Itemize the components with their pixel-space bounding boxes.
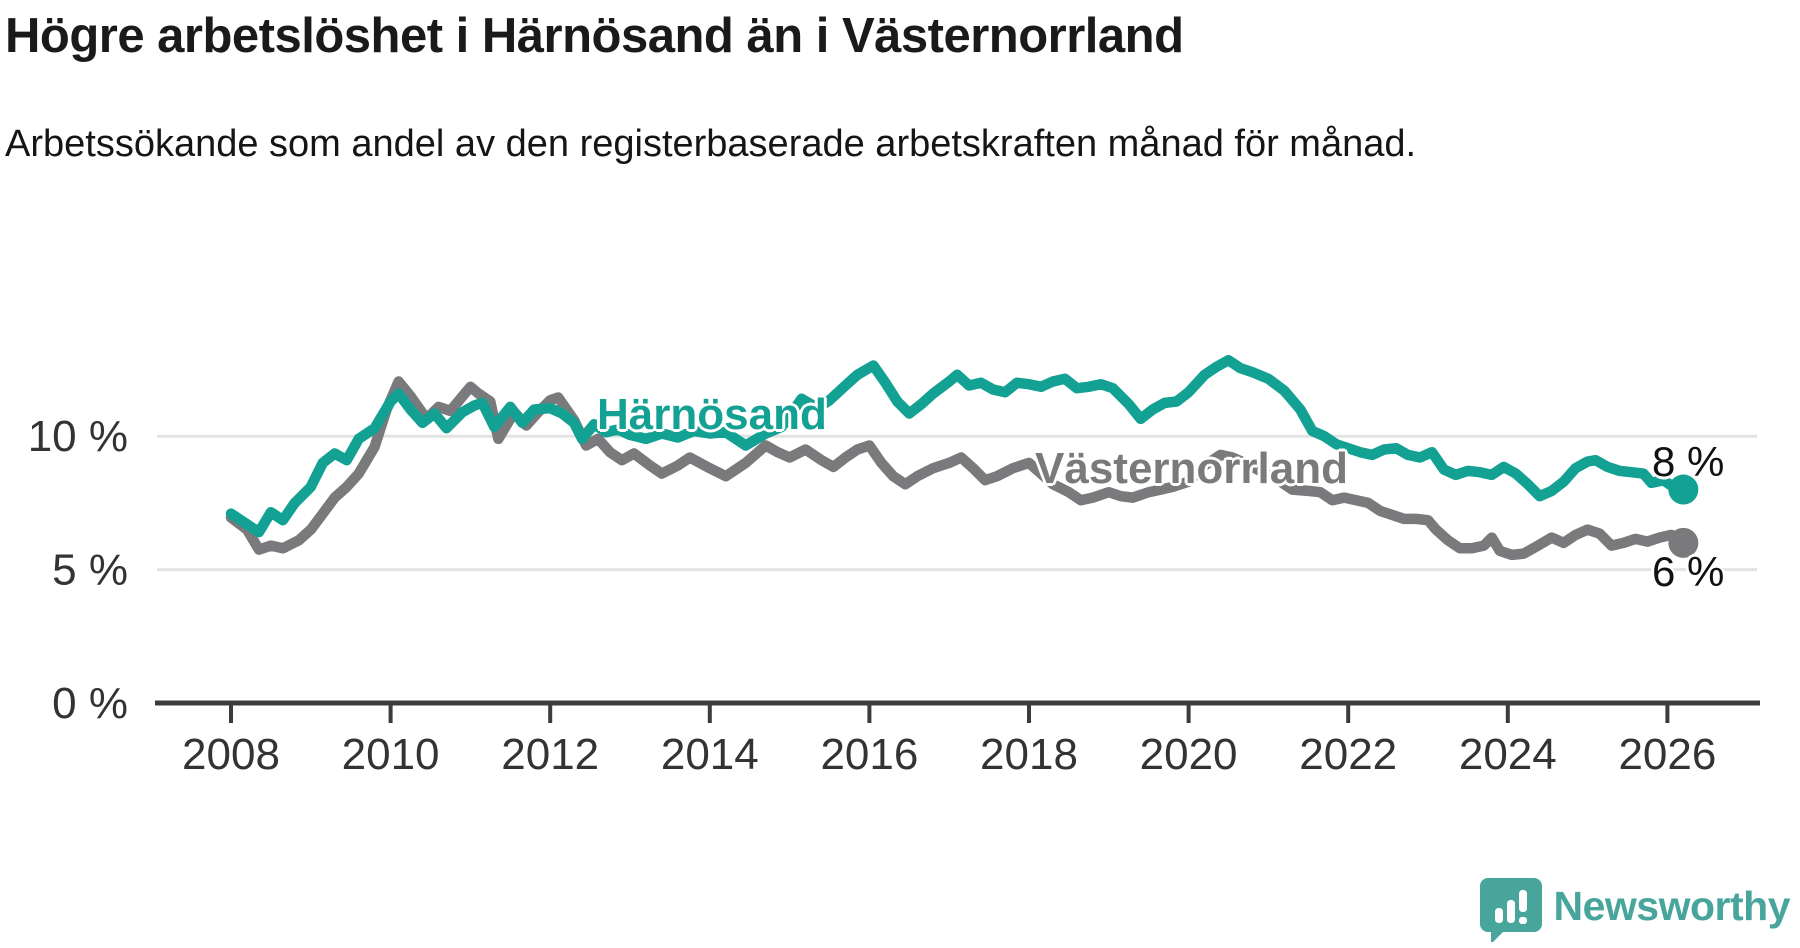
x-axis-tick-label: 2012 (501, 730, 599, 779)
x-axis-tick-label: 2020 (1140, 730, 1238, 779)
series-label-harnosand: Härnösand (597, 390, 827, 439)
chart-title: Högre arbetslöshet i Härnösand än i Väst… (5, 9, 1184, 63)
x-axis-tick-label: 2014 (661, 730, 759, 779)
series-label-vasternorrland: Västernorrland (1035, 444, 1348, 493)
newsworthy-logo-text: Newsworthy (1553, 882, 1791, 929)
newsworthy-logo-icon (1479, 878, 1542, 942)
chart-subtitle: Arbetssökande som andel av den registerb… (5, 123, 1417, 165)
end-value-label-vasternorrland: 6 % (1652, 548, 1725, 595)
y-axis-tick-label: 0 % (52, 679, 128, 728)
x-axis-tick-label: 2010 (342, 730, 440, 779)
y-axis-tick-label: 10 % (28, 412, 128, 461)
series-line-västernorrland (225, 376, 1689, 561)
x-axis-tick-label: 2024 (1459, 730, 1557, 779)
x-axis-tick-label: 2018 (980, 730, 1078, 779)
x-axis-tick-label: 2016 (820, 730, 918, 779)
x-axis-tick-label: 2008 (182, 730, 280, 779)
x-axis-tick-label: 2022 (1299, 730, 1397, 779)
series-end-dot-västernorrland (1668, 527, 1699, 558)
end-value-label-harnosand: 8 % (1652, 438, 1725, 485)
x-axis-tick-label: 2026 (1618, 730, 1716, 779)
series-end-dot-härnösand (1668, 474, 1699, 505)
series-line-härnösand (225, 354, 1689, 538)
y-axis-tick-label: 5 % (52, 546, 128, 595)
newsworthy-branding: Newsworthy (1479, 870, 1791, 942)
